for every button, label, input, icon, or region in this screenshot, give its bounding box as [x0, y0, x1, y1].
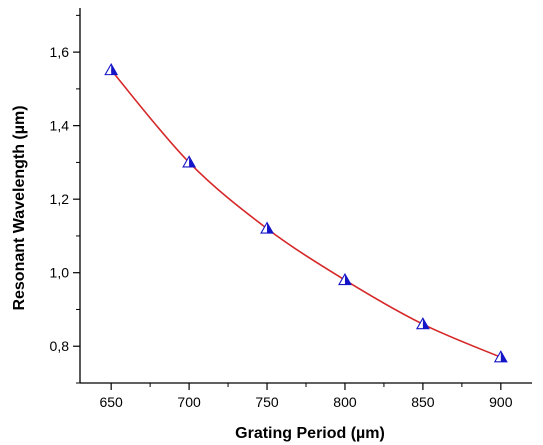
data-point — [104, 63, 119, 76]
data-point — [260, 221, 274, 234]
marker-outline — [260, 221, 274, 234]
x-tick-label: 650 — [99, 394, 123, 410]
x-tick-label: 900 — [489, 394, 513, 410]
y-tick-label: 1,2 — [50, 191, 70, 207]
x-tick-label: 850 — [411, 394, 435, 410]
marker-outline — [338, 272, 352, 286]
axes — [79, 8, 532, 384]
x-axis-title: Grating Period (µm) — [235, 425, 385, 442]
series — [110, 69, 502, 359]
x-tick-label: 750 — [255, 394, 279, 410]
x-tick-label: 800 — [333, 394, 357, 410]
x-tick-label: 700 — [177, 394, 201, 410]
marker-outline — [415, 317, 430, 330]
y-tick-label: 1,6 — [50, 44, 70, 60]
data-point — [182, 155, 197, 168]
y-tick-label: 1,4 — [50, 118, 70, 134]
data-point — [493, 350, 508, 363]
data-point — [415, 317, 430, 330]
marker-outline — [104, 63, 119, 76]
ticks: 650 700 750 800 850 900 0,8 1,0 1,2 1,4 1,6 — [50, 14, 513, 410]
series-line — [110, 69, 502, 359]
marker-outline — [493, 350, 508, 363]
data-point — [338, 272, 352, 286]
markers — [104, 63, 508, 363]
y-axis-title: Resonant Wavelength (µm) — [11, 105, 28, 310]
marker-outline — [182, 155, 197, 168]
y-tick-label: 1,0 — [50, 265, 70, 281]
y-tick-label: 0,8 — [50, 338, 70, 354]
